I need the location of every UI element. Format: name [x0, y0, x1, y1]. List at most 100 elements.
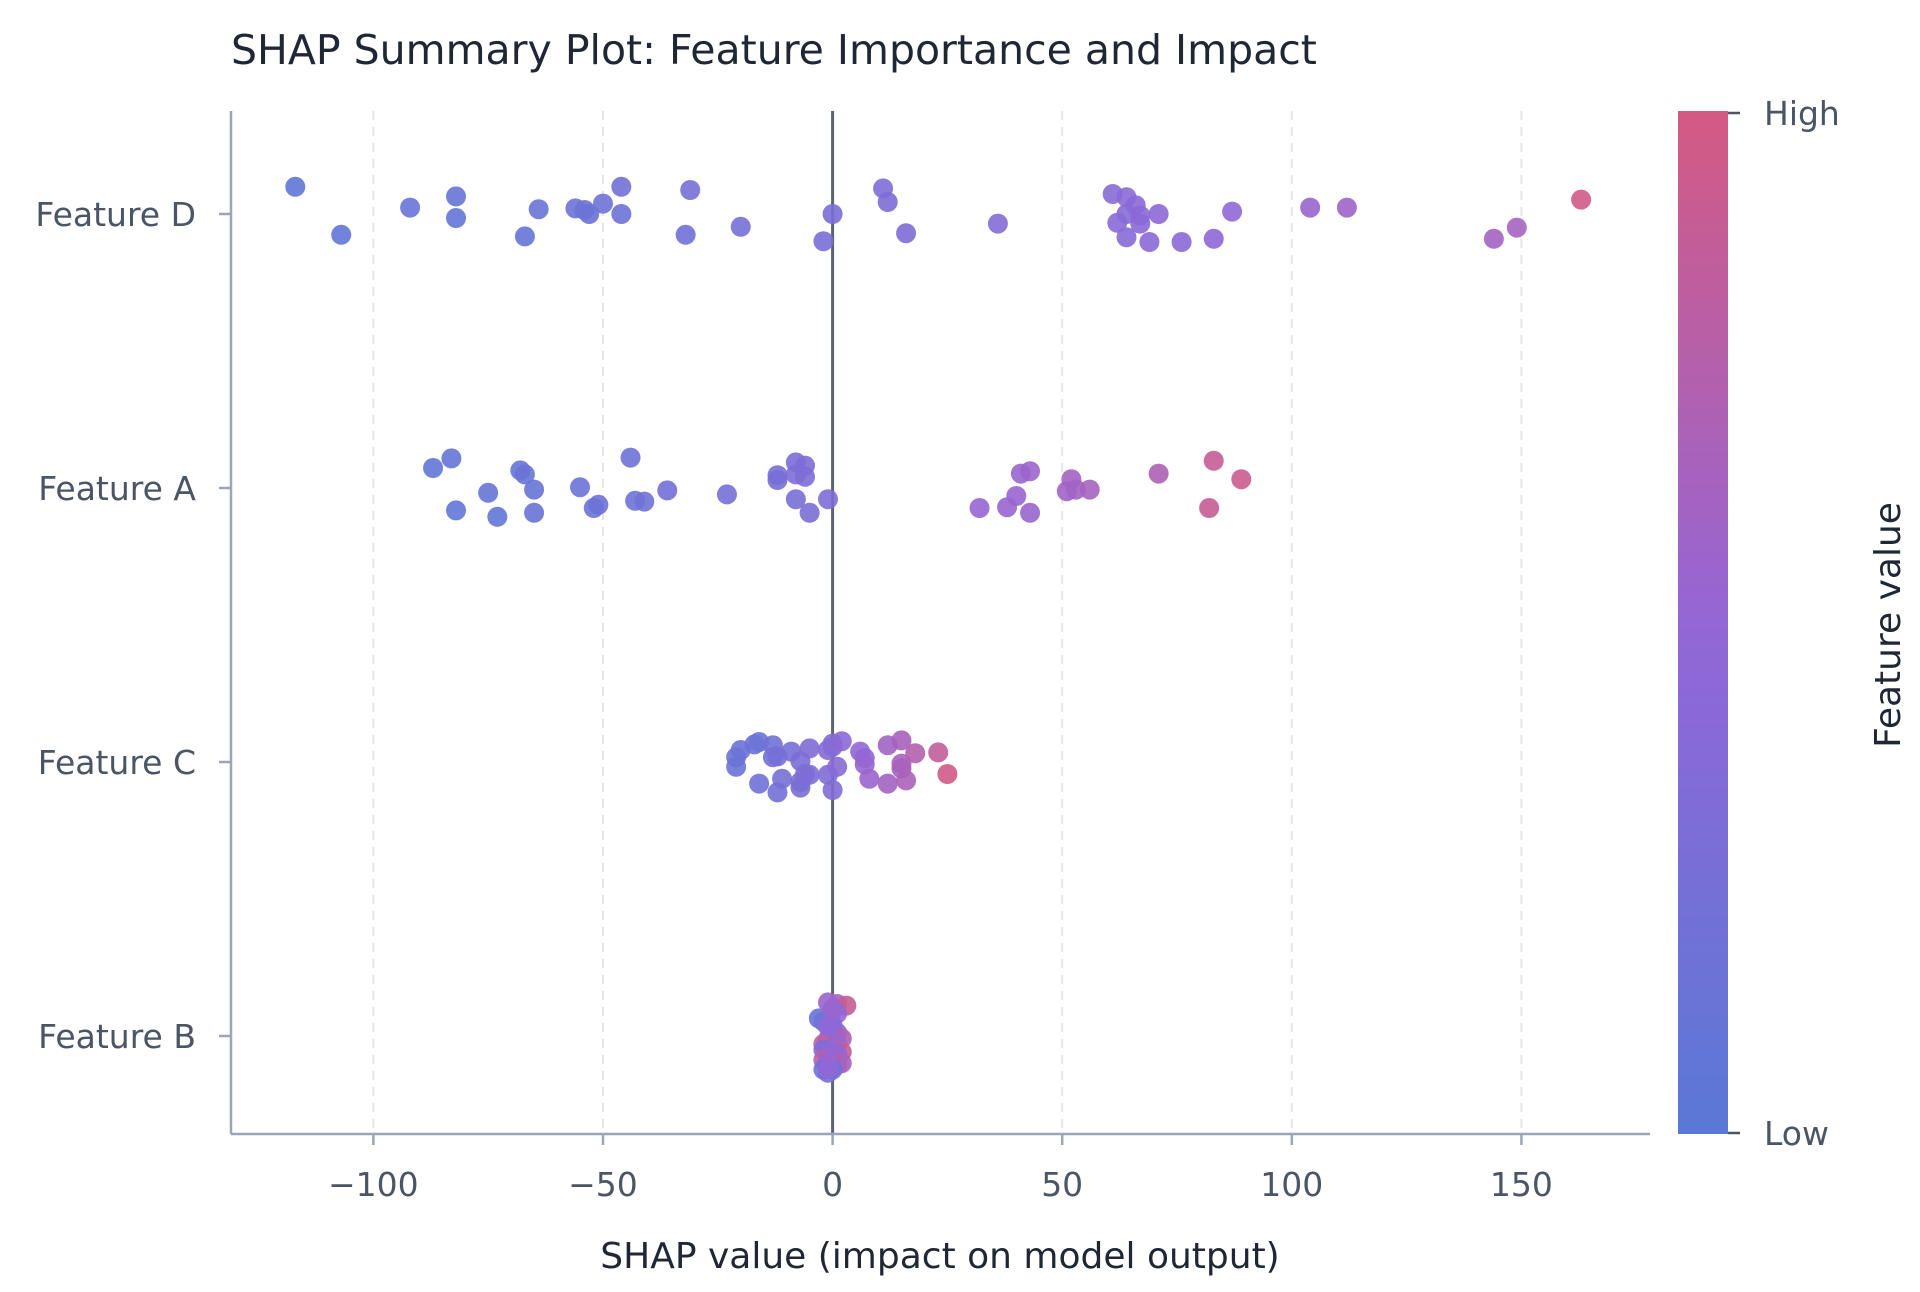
feature-d-point	[1130, 213, 1151, 234]
x-tick-label: 50	[1041, 1165, 1083, 1204]
feature-d-point	[611, 176, 632, 197]
feature-d-point	[1336, 197, 1357, 218]
feature-a-point	[1006, 486, 1027, 506]
feature-a-point	[478, 482, 499, 503]
feature-d-point	[896, 223, 917, 244]
colorbar-low-label: Low	[1764, 1114, 1829, 1153]
feature-a-point	[588, 494, 609, 515]
feature-a-point	[446, 500, 467, 521]
feature-a-point	[634, 491, 655, 512]
feature-c-point	[859, 768, 880, 789]
feature-c-point	[831, 731, 852, 752]
feature-d-point	[813, 231, 834, 252]
feature-a-point	[795, 466, 816, 487]
feature-a-point	[1065, 479, 1086, 500]
y-tick-label: Feature C	[38, 743, 196, 782]
y-tick-label: Feature A	[38, 469, 196, 508]
feature-d-point	[680, 180, 701, 200]
feature-a-point	[785, 489, 806, 510]
feature-b-point	[817, 1016, 838, 1037]
feature-a-point	[716, 484, 737, 505]
feature-a-point	[767, 470, 788, 490]
feature-d-point	[446, 186, 467, 207]
feature-d-point	[1148, 204, 1169, 224]
feature-d-point	[822, 204, 843, 224]
feature-c-point	[905, 743, 926, 764]
feature-c-point	[928, 742, 949, 763]
x-tick-label: −50	[568, 1165, 638, 1204]
feature-d-point	[1171, 232, 1192, 252]
feature-d-point	[1571, 189, 1592, 210]
feature-d-point	[579, 204, 600, 224]
feature-a-point	[1231, 469, 1252, 490]
y-tick-label: Feature B	[38, 1017, 196, 1056]
feature-c-point	[799, 738, 820, 759]
feature-a-point	[1203, 450, 1224, 471]
feature-d-point	[987, 213, 1008, 234]
colorbar	[1678, 111, 1728, 1134]
y-ticks: Feature D Feature A Feature C Feature B	[35, 195, 231, 1056]
feature-a-point	[524, 479, 545, 500]
feature-a-point	[1079, 479, 1100, 500]
chart-title: SHAP Summary Plot: Feature Importance an…	[231, 26, 1317, 74]
feature-d-point	[1107, 212, 1128, 233]
x-tick-label: 150	[1490, 1165, 1553, 1204]
feature-d-point	[1203, 228, 1224, 249]
feature-c-point	[726, 756, 747, 777]
feature-d-point	[1116, 227, 1137, 248]
feature-c-point	[799, 764, 820, 785]
feature-d-point	[611, 204, 632, 224]
feature-a-point	[514, 464, 535, 485]
x-tick-label: −100	[328, 1165, 419, 1204]
feature-a-point	[1020, 461, 1041, 482]
feature-c-point	[749, 773, 770, 794]
x-grid	[372, 111, 1523, 1134]
feature-c-point	[827, 756, 848, 777]
feature-b-point	[822, 998, 843, 1019]
x-axis-label: SHAP value (impact on model output)	[600, 1236, 1279, 1277]
feature-c-point	[937, 764, 958, 784]
feature-a-point	[423, 458, 444, 478]
feature-d-point	[446, 208, 467, 228]
feature-a-point	[817, 489, 838, 510]
x-tick-label: 0	[822, 1165, 843, 1204]
feature-d-point	[528, 199, 549, 220]
feature-a-point	[570, 477, 591, 498]
feature-a-point	[1199, 498, 1220, 518]
feature-d-point	[1222, 201, 1243, 222]
feature-d-point	[1506, 217, 1527, 238]
feature-a-point	[1148, 463, 1169, 484]
feature-d-point	[877, 192, 898, 212]
feature-d-point	[675, 224, 696, 245]
feature-c-point	[772, 768, 793, 789]
feature-d-point	[592, 193, 613, 214]
feature-c-point	[896, 770, 917, 791]
x-tick-label: 100	[1260, 1165, 1323, 1204]
feature-a-point	[620, 447, 641, 468]
feature-d-point	[1139, 232, 1160, 252]
feature-a-point	[487, 506, 508, 527]
feature-a-point	[1020, 502, 1041, 523]
feature-a-point	[657, 480, 678, 501]
feature-d-point	[1300, 197, 1321, 218]
feature-b-point	[817, 1058, 838, 1078]
feature-a-point	[969, 498, 990, 518]
feature-d-point	[1483, 228, 1504, 249]
feature-c-point	[891, 730, 912, 751]
feature-d-point	[514, 226, 535, 247]
y-tick-label: Feature D	[35, 195, 196, 234]
colorbar-title: Feature value	[1868, 502, 1909, 748]
feature-d-point	[730, 216, 751, 237]
feature-d-point	[285, 176, 306, 197]
scatter-points	[285, 176, 1592, 1083]
colorbar-high-label: High	[1764, 94, 1840, 133]
feature-d-point	[400, 197, 421, 218]
feature-c-point	[877, 773, 898, 794]
feature-a-point	[441, 448, 462, 469]
feature-c-point	[822, 780, 843, 800]
feature-a-point	[524, 502, 545, 523]
feature-a-point	[799, 502, 820, 523]
x-ticks: −100 −50 0 50 100 150	[328, 1134, 1553, 1204]
feature-d-point	[331, 224, 352, 245]
